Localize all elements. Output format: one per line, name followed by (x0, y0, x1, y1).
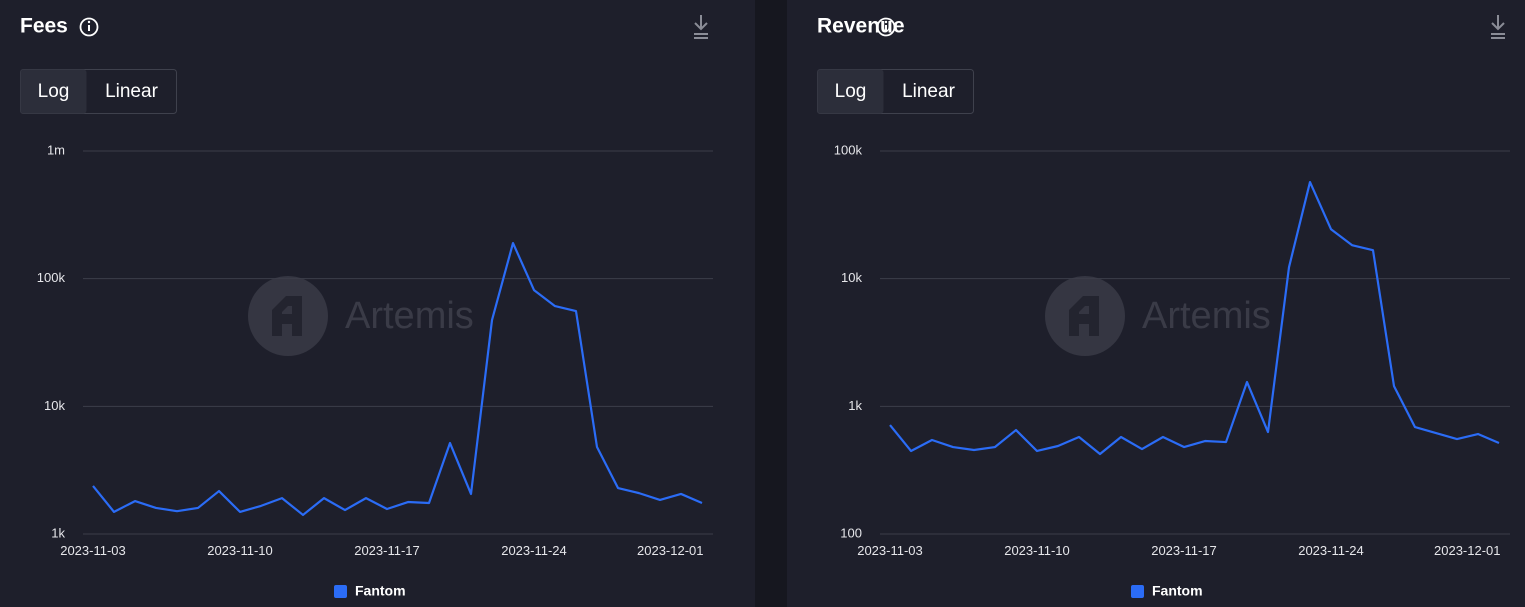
watermark-logo-mark (272, 296, 302, 336)
x-tick-label: 2023-11-24 (501, 543, 567, 558)
legend-label[interactable]: Fantom (355, 583, 406, 599)
info-icon-bar (88, 25, 90, 31)
info-icon-bar (885, 25, 887, 31)
y-tick-label: 1k (848, 398, 862, 413)
scale-option-bg (817, 69, 884, 114)
x-tick-label: 2023-12-01 (1434, 543, 1501, 558)
scale-option[interactable]: Linear (902, 81, 955, 102)
legend-label[interactable]: Fantom (1152, 583, 1203, 599)
download-icon[interactable] (694, 15, 708, 39)
x-tick-label: 2023-11-10 (1004, 543, 1070, 558)
info-icon-dot (884, 20, 888, 24)
info-icon[interactable] (876, 17, 896, 37)
scale-option[interactable]: Log (38, 81, 70, 102)
info-icon[interactable] (79, 17, 99, 37)
y-tick-label: 100 (840, 525, 862, 540)
x-tick-label: 2023-11-10 (207, 543, 273, 558)
series-line (889, 180, 1500, 456)
chart-title: Revenue (817, 15, 905, 38)
y-tick-label: 10k (44, 398, 65, 413)
scale-option-bg (20, 69, 87, 114)
scale-option[interactable]: Linear (105, 81, 158, 102)
y-tick-label: 10k (841, 270, 862, 285)
panel (787, 0, 1525, 607)
x-tick-label: 2023-11-03 (857, 543, 923, 558)
legend-swatch (334, 585, 347, 598)
x-tick-label: 2023-11-24 (1298, 543, 1364, 558)
watermark-logo-mark (1069, 296, 1099, 336)
watermark: Artemis (1142, 295, 1271, 337)
y-tick-label: 100k (37, 270, 66, 285)
legend-swatch (1131, 585, 1144, 598)
y-tick-label: 100k (834, 142, 863, 157)
watermark: Artemis (345, 295, 474, 337)
x-tick-label: 2023-11-17 (354, 543, 420, 558)
chart-title: Fees (20, 15, 68, 38)
x-tick-label: 2023-12-01 (637, 543, 704, 558)
series-line (92, 241, 703, 517)
x-tick-label: 2023-11-17 (1151, 543, 1217, 558)
download-icon[interactable] (1491, 15, 1505, 39)
y-tick-label: 1k (51, 525, 65, 540)
x-tick-label: 2023-11-03 (60, 543, 126, 558)
y-tick-label: 1m (47, 142, 65, 157)
scale-option[interactable]: Log (835, 81, 867, 102)
info-icon-dot (87, 20, 91, 24)
